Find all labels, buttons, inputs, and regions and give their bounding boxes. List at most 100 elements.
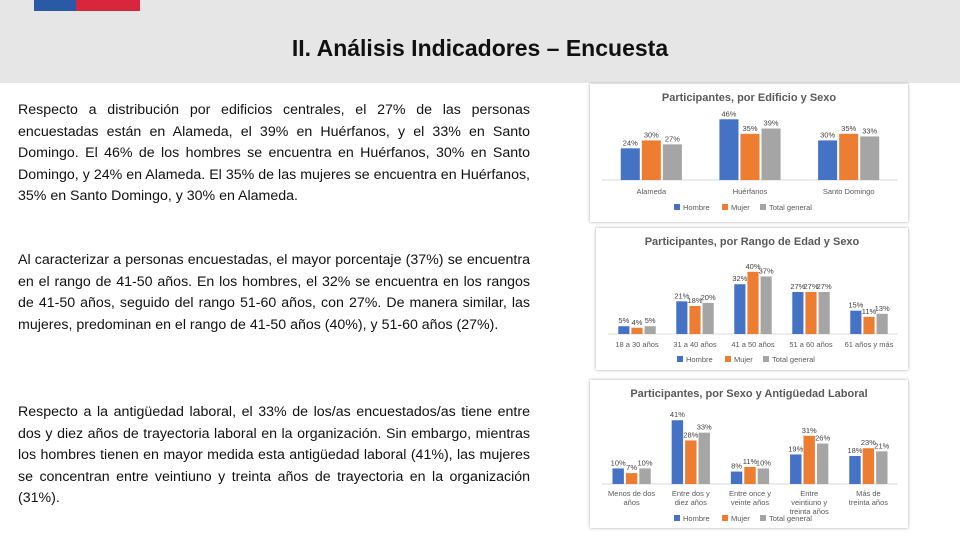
legend-swatch-mujer bbox=[722, 204, 728, 210]
paragraph-antiguedad: Respecto a la antigüedad laboral, el 33%… bbox=[18, 404, 530, 507]
data-label-total: 37% bbox=[759, 266, 774, 275]
bar-hombre bbox=[792, 292, 804, 334]
data-label-total: 33% bbox=[697, 423, 712, 432]
legend-label-hombre: Hombre bbox=[683, 514, 710, 523]
data-label-total: 21% bbox=[874, 441, 889, 450]
data-label-hombre: 27% bbox=[790, 282, 805, 291]
legend-swatch-hombre bbox=[677, 356, 683, 362]
data-label-total: 27% bbox=[817, 282, 832, 291]
data-label-mujer: 27% bbox=[803, 282, 818, 291]
data-label-hombre: 10% bbox=[611, 458, 626, 467]
data-label-mujer: 30% bbox=[644, 130, 659, 139]
data-label-mujer: 4% bbox=[632, 318, 643, 327]
bar-total bbox=[860, 136, 880, 180]
data-label-hombre: 21% bbox=[674, 291, 689, 300]
legend-label-mujer: Mujer bbox=[731, 514, 750, 523]
paragraph-edificio: Respecto a distribución por edificios ce… bbox=[18, 102, 530, 205]
category-label: 41 a 50 años bbox=[731, 340, 775, 349]
bar-total bbox=[639, 468, 651, 484]
bar-total bbox=[761, 128, 781, 180]
data-label-total: 27% bbox=[665, 134, 680, 143]
bar-hombre bbox=[790, 454, 802, 484]
data-label-hombre: 18% bbox=[847, 446, 862, 455]
data-label-total: 39% bbox=[764, 119, 779, 128]
data-label-total: 5% bbox=[645, 316, 656, 325]
bar-total bbox=[818, 292, 830, 334]
category-label: 51 a 60 años bbox=[789, 340, 833, 349]
bar-total bbox=[816, 443, 829, 484]
data-label-total: 10% bbox=[638, 458, 653, 467]
bar-hombre bbox=[676, 301, 688, 334]
category-label: 31 a 40 años bbox=[673, 340, 717, 349]
bar-total bbox=[760, 276, 772, 334]
data-label-mujer: 18% bbox=[687, 296, 702, 305]
legend-label-total: Total general bbox=[772, 355, 815, 364]
data-label-total: 33% bbox=[862, 126, 877, 135]
bar-total bbox=[757, 468, 770, 484]
bar-total bbox=[702, 302, 714, 334]
data-label-total: 20% bbox=[701, 293, 716, 302]
data-label-mujer: 35% bbox=[841, 124, 856, 133]
category-label: Más de treinta años bbox=[849, 489, 888, 507]
bar-hombre bbox=[734, 284, 746, 334]
bar-mujer bbox=[862, 448, 875, 484]
data-label-mujer: 28% bbox=[683, 430, 698, 439]
data-label-hombre: 24% bbox=[623, 138, 638, 147]
data-label-hombre: 19% bbox=[788, 444, 803, 453]
data-label-mujer: 11% bbox=[743, 457, 758, 466]
data-label-total: 13% bbox=[875, 304, 890, 313]
data-label-mujer: 40% bbox=[745, 262, 760, 271]
bar-total bbox=[662, 144, 682, 180]
category-label: Menos de dos años bbox=[608, 489, 655, 507]
bar-mujer bbox=[747, 271, 759, 334]
data-label-mujer: 23% bbox=[861, 438, 876, 447]
data-label-total: 10% bbox=[756, 458, 771, 467]
legend-swatch-mujer bbox=[722, 515, 728, 521]
data-label-hombre: 30% bbox=[820, 130, 835, 139]
legend-swatch-hombre bbox=[674, 515, 680, 521]
header-bar: II. Análisis Indicadores – Encuesta bbox=[0, 0, 960, 83]
flag-stripe-red bbox=[76, 0, 140, 11]
chart-edad-sexo: Participantes, por Rango de Edad y Sexo 5… bbox=[596, 228, 908, 370]
bar-mujer bbox=[863, 316, 875, 334]
legend-swatch-total bbox=[760, 515, 766, 521]
bar-mujer bbox=[803, 435, 815, 484]
bar-hombre bbox=[620, 148, 640, 180]
data-label-hombre: 46% bbox=[721, 109, 736, 118]
data-label-mujer: 31% bbox=[802, 426, 817, 435]
page-title: II. Análisis Indicadores – Encuesta bbox=[291, 35, 669, 61]
bar-mujer bbox=[641, 140, 661, 180]
bar-hombre bbox=[612, 468, 624, 484]
category-label: 61 años y más bbox=[845, 340, 894, 349]
data-label-hombre: 5% bbox=[618, 316, 629, 325]
category-label: Entre dos y diez años bbox=[672, 489, 710, 507]
category-label: Santo Domingo bbox=[823, 187, 875, 196]
bar-mujer bbox=[631, 327, 643, 334]
paragraph-edad: Al caracterizar a personas encuestadas, … bbox=[18, 252, 530, 333]
category-label: Huérfanos bbox=[733, 187, 768, 196]
data-label-hombre: 8% bbox=[731, 462, 742, 471]
bar-hombre bbox=[730, 471, 743, 484]
bar-hombre bbox=[849, 456, 861, 484]
bar-mujer bbox=[625, 473, 638, 484]
bar-total bbox=[644, 326, 656, 334]
legend-label-mujer: Mujer bbox=[734, 355, 753, 364]
bar-mujer bbox=[685, 440, 697, 484]
bar-hombre bbox=[818, 140, 838, 180]
category-label: Alameda bbox=[637, 187, 667, 196]
data-label-hombre: 15% bbox=[848, 301, 863, 310]
bar-mujer bbox=[740, 133, 760, 180]
data-label-total: 26% bbox=[815, 434, 830, 443]
category-label: Entre once y veinte años bbox=[729, 489, 771, 507]
bar-hombre bbox=[850, 310, 862, 334]
bar-total bbox=[876, 313, 888, 334]
bar-hombre bbox=[671, 420, 684, 484]
data-label-mujer: 11% bbox=[862, 307, 877, 316]
bar-hombre bbox=[719, 119, 739, 180]
bar-mujer bbox=[805, 292, 817, 334]
data-label-hombre: 32% bbox=[732, 274, 747, 283]
legend-label-mujer: Mujer bbox=[731, 203, 750, 212]
legend-label-total: Total general bbox=[769, 514, 812, 523]
chart-edificio-sexo: Participantes, por Edificio y Sexo 24% 30%… bbox=[590, 84, 908, 222]
legend-swatch-total bbox=[763, 356, 769, 362]
